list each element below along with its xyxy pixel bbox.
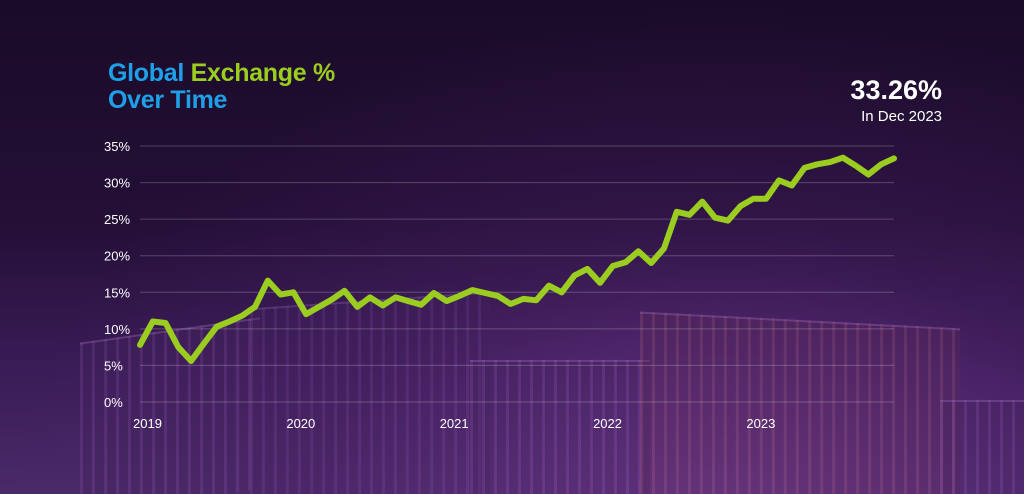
y-tick-label: 30%	[104, 176, 130, 191]
y-tick-label: 10%	[104, 322, 130, 337]
y-tick-label: 20%	[104, 249, 130, 264]
title-part-exchange: Exchange %	[190, 59, 336, 87]
x-tick-label: 2023	[746, 416, 775, 431]
title-part-global: Global	[108, 59, 184, 87]
x-tick-label: 2021	[440, 416, 469, 431]
x-tick-label: 2019	[133, 416, 162, 431]
chart-title: Global Exchange % Over Time	[108, 60, 335, 114]
y-tick-label: 15%	[104, 285, 130, 300]
shipping-container	[470, 360, 650, 494]
highlight-label: In Dec 2023	[861, 108, 942, 125]
shipping-container	[940, 400, 1024, 494]
x-tick-label: 2020	[286, 416, 315, 431]
y-tick-label: 35%	[104, 139, 130, 154]
highlight-value: 33.26%	[850, 75, 942, 105]
y-tick-label: 5%	[104, 358, 123, 373]
highlight-stat: 33.26% In Dec 2023	[850, 74, 942, 125]
title-part-over-time: Over Time	[108, 86, 228, 114]
y-tick-label: 0%	[104, 395, 123, 410]
x-tick-label: 2022	[593, 416, 622, 431]
y-tick-label: 25%	[104, 212, 130, 227]
series-line	[137, 154, 897, 364]
